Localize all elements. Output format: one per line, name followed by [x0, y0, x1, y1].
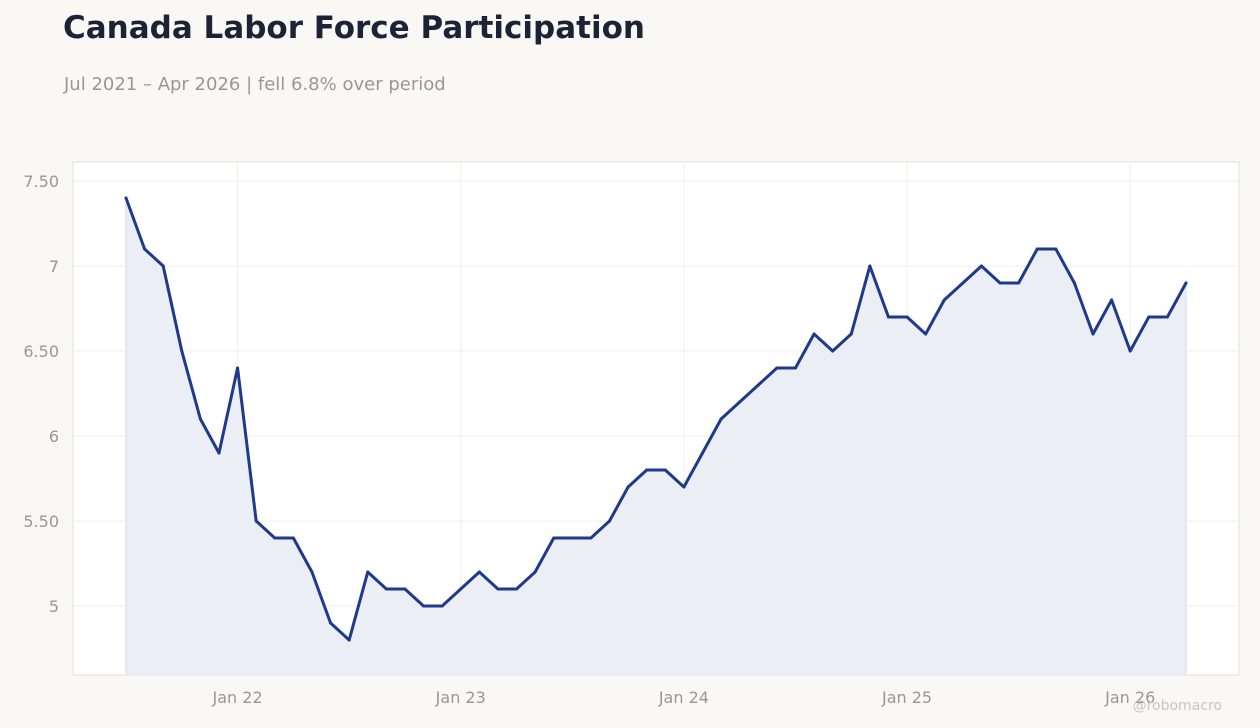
data-point — [347, 638, 351, 642]
data-point — [422, 604, 426, 608]
x-tick-label: Jan 24 — [658, 688, 709, 707]
data-point — [738, 400, 742, 404]
x-tick-label: Jan 26 — [1104, 688, 1155, 707]
y-axis: 5 5.50 6 6.50 7 7.50 — [23, 172, 59, 616]
data-point — [608, 519, 612, 523]
data-point — [1072, 281, 1076, 285]
x-tick-label: Jan 25 — [881, 688, 932, 707]
data-point — [645, 468, 649, 472]
data-point — [700, 451, 704, 455]
data-point — [570, 536, 574, 540]
data-point — [1054, 247, 1058, 251]
data-point — [161, 264, 165, 268]
data-point — [477, 570, 481, 574]
data-point — [942, 298, 946, 302]
data-point — [366, 570, 370, 574]
series-line — [124, 196, 1188, 642]
data-point — [217, 451, 221, 455]
data-point — [1165, 315, 1169, 319]
data-point — [868, 264, 872, 268]
data-point — [1091, 332, 1095, 336]
data-point — [1128, 349, 1132, 353]
data-point — [979, 264, 983, 268]
data-point — [886, 315, 890, 319]
data-point — [1110, 298, 1114, 302]
data-point — [961, 281, 965, 285]
data-point — [236, 366, 240, 370]
data-point — [496, 587, 500, 591]
watermark: @robomacro — [1132, 698, 1222, 714]
data-point — [849, 332, 853, 336]
data-point — [1035, 247, 1039, 251]
chart-subtitle: Jul 2021 – Apr 2026 | fell 6.8% over per… — [64, 74, 446, 95]
data-point — [180, 349, 184, 353]
data-point — [663, 468, 667, 472]
data-point — [756, 383, 760, 387]
data-point — [924, 332, 928, 336]
data-point — [793, 366, 797, 370]
data-point — [1147, 315, 1151, 319]
data-point — [273, 536, 277, 540]
data-point — [719, 417, 723, 421]
data-point — [1184, 281, 1188, 285]
data-point — [905, 315, 909, 319]
data-point — [291, 536, 295, 540]
x-tick-label: Jan 23 — [435, 688, 486, 707]
data-point — [254, 519, 258, 523]
data-point — [533, 570, 537, 574]
data-point — [626, 485, 630, 489]
data-point — [1017, 281, 1021, 285]
data-point — [403, 587, 407, 591]
data-point — [775, 366, 779, 370]
data-point — [310, 570, 314, 574]
data-point — [998, 281, 1002, 285]
y-tick-label: 6 — [49, 427, 59, 446]
y-tick-label: 5.50 — [23, 512, 59, 531]
y-tick-label: 6.50 — [23, 342, 59, 361]
data-point — [124, 196, 128, 200]
data-point — [812, 332, 816, 336]
x-tick-label: Jan 22 — [212, 688, 263, 707]
data-point — [384, 587, 388, 591]
data-point — [515, 587, 519, 591]
chart-title: Canada Labor Force Participation — [63, 10, 645, 46]
data-point — [589, 536, 593, 540]
series-area — [126, 198, 1186, 675]
data-point — [459, 587, 463, 591]
data-point — [831, 349, 835, 353]
y-tick-label: 5 — [49, 597, 59, 616]
data-point — [198, 417, 202, 421]
data-point — [143, 247, 147, 251]
x-axis: Jan 22 Jan 23 Jan 24 Jan 25 Jan 26 — [212, 688, 1156, 707]
y-tick-label: 7 — [49, 257, 59, 276]
data-point — [682, 485, 686, 489]
data-point — [329, 621, 333, 625]
y-tick-label: 7.50 — [23, 172, 59, 191]
data-points — [124, 196, 1188, 642]
data-point — [440, 604, 444, 608]
data-point — [552, 536, 556, 540]
